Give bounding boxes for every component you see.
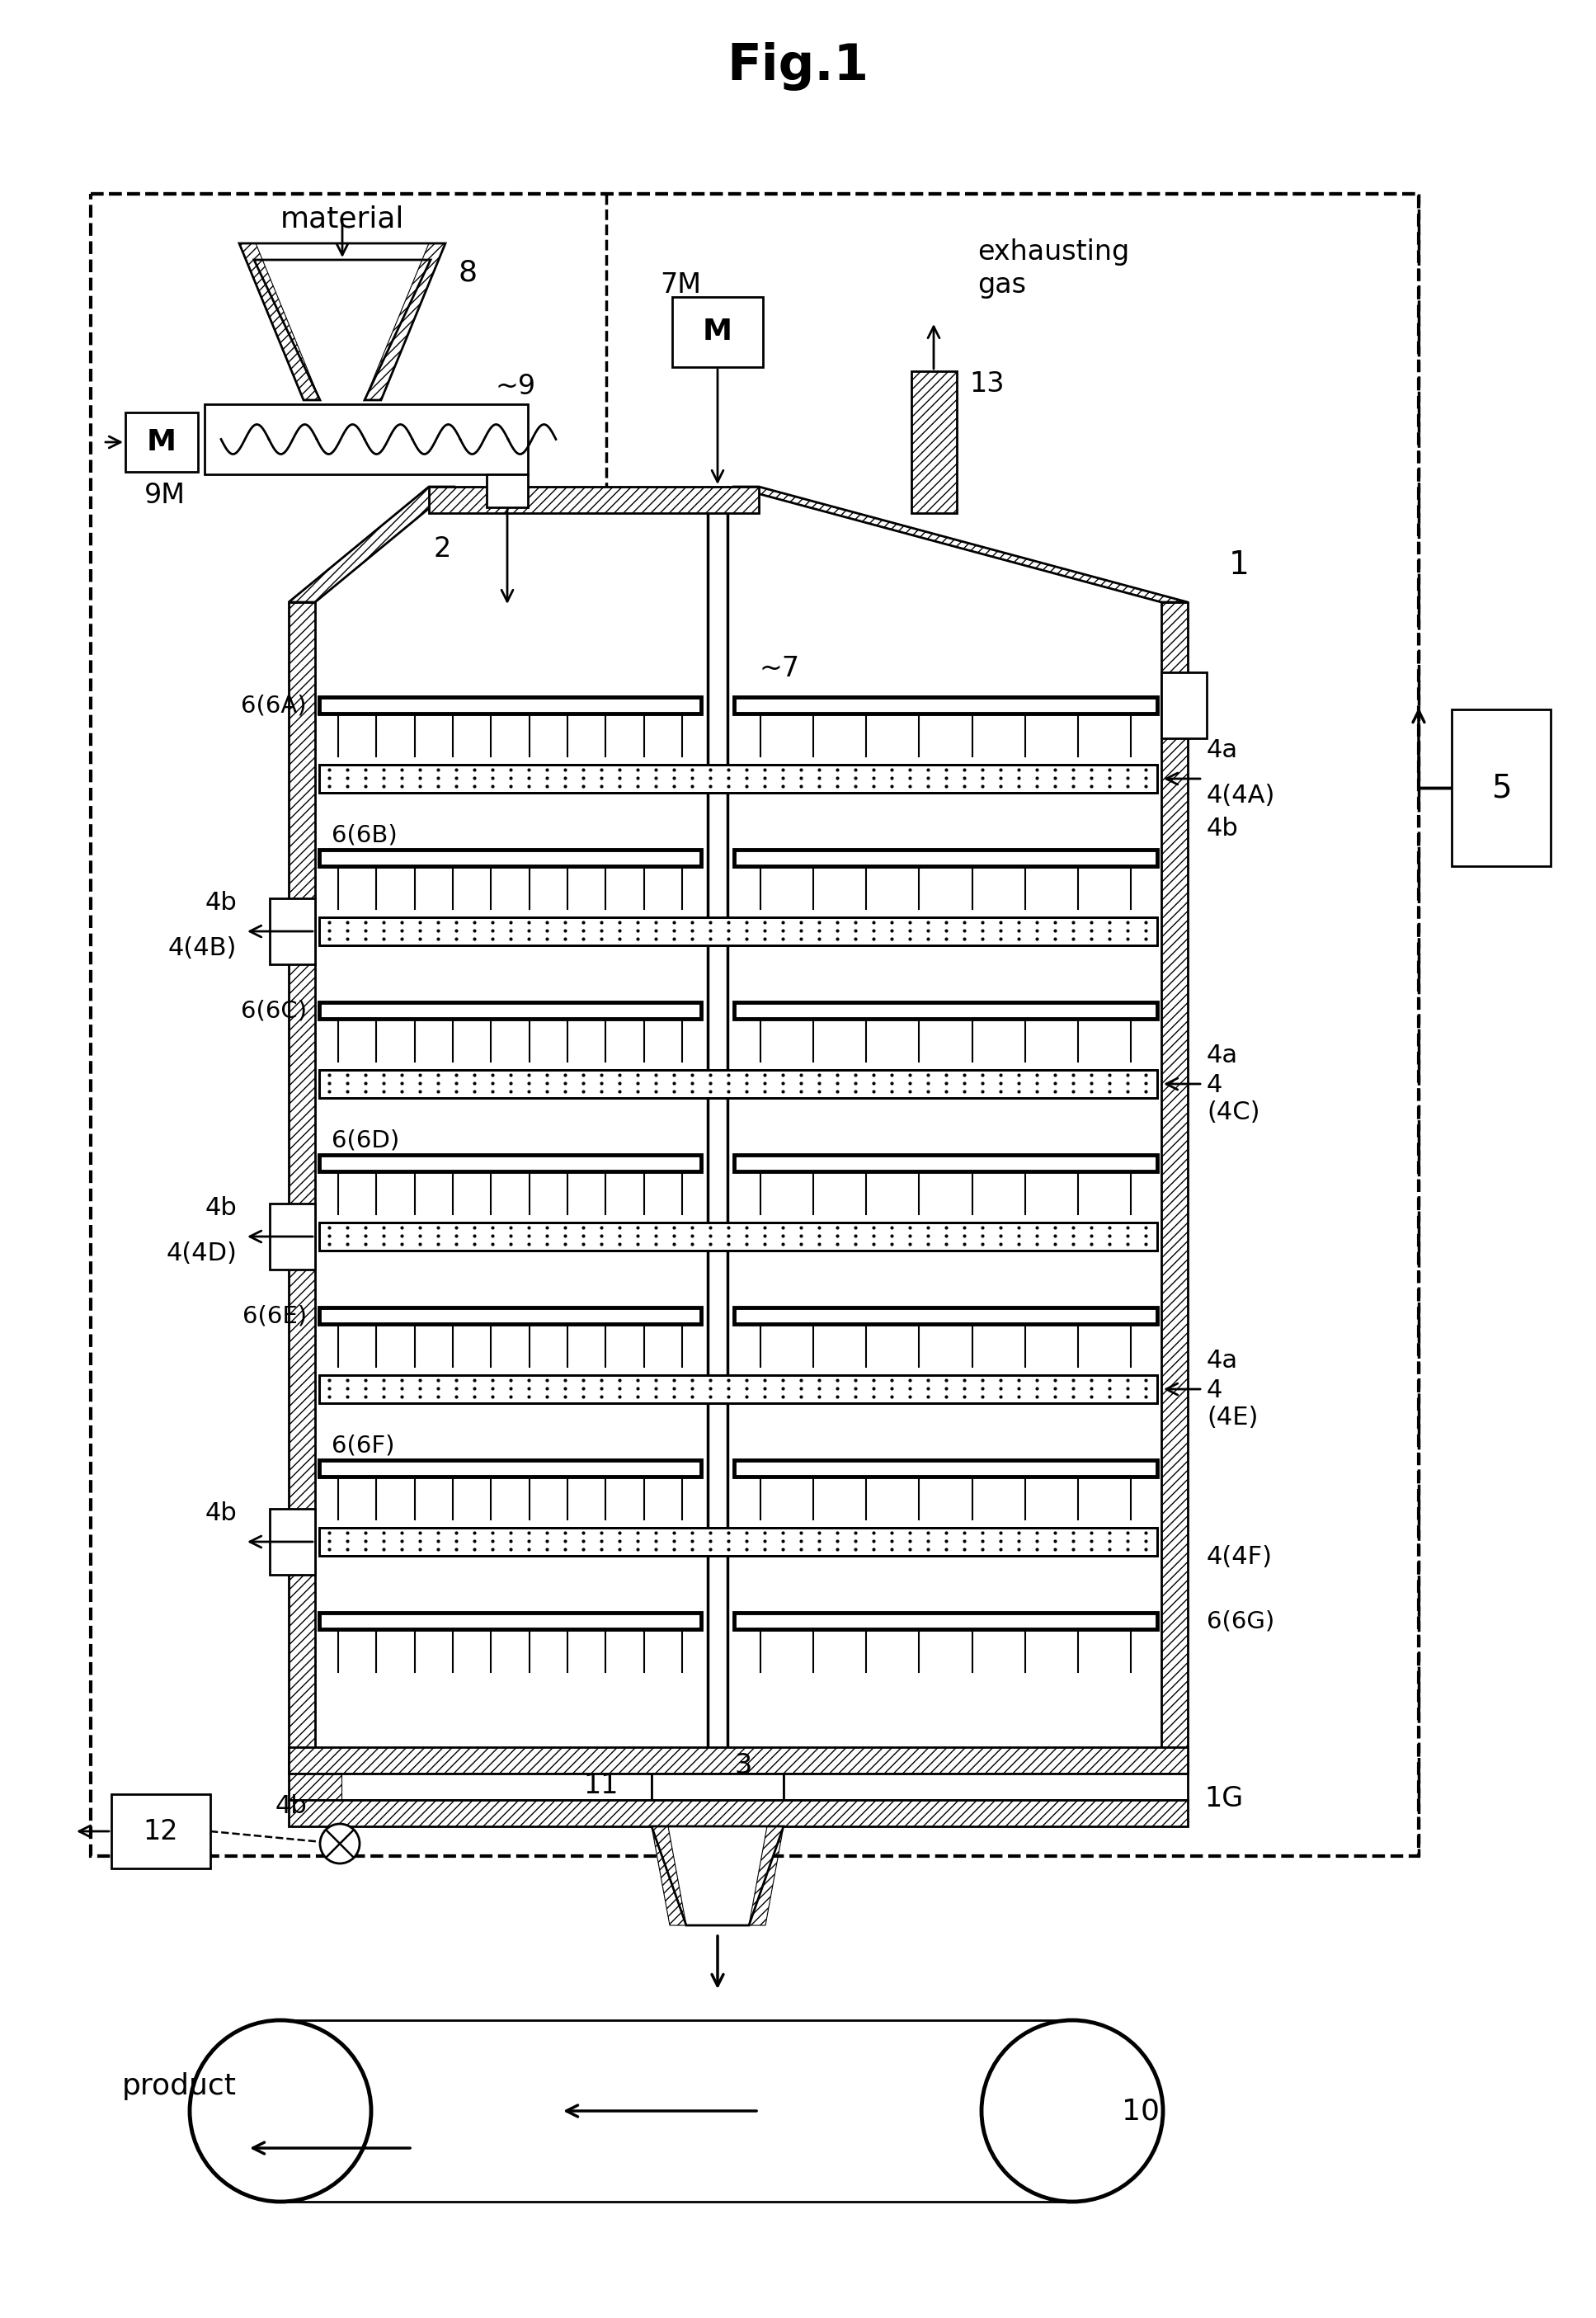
Circle shape [321,1824,359,1864]
Text: 4b: 4b [204,890,236,913]
Text: material: material [281,204,404,232]
Polygon shape [911,371,956,512]
Text: 1: 1 [1229,549,1250,582]
Bar [319,1375,1157,1402]
Polygon shape [289,487,455,603]
Bar [734,1613,1157,1630]
Text: 4a: 4a [1207,1043,1238,1066]
Text: Fig.1: Fig.1 [726,42,868,90]
Bar [784,1773,1187,1801]
Bar [319,698,701,714]
Bar [270,1509,314,1574]
Text: ~9: ~9 [495,373,535,399]
Bar [319,1001,701,1020]
Text: 6(6B): 6(6B) [332,823,397,846]
Bar [319,1222,1157,1252]
Bar [289,1773,651,1801]
Bar [734,1307,1157,1324]
Polygon shape [733,487,1187,603]
Text: 4b: 4b [1207,816,1238,839]
Bar [319,1154,701,1171]
Circle shape [982,2021,1163,2202]
Text: exhausting: exhausting [977,239,1130,264]
Bar [672,297,763,366]
Bar [319,1613,701,1630]
Text: 4b: 4b [275,1794,306,1820]
Bar [1162,672,1207,739]
Bar [319,765,1157,793]
Bar [319,1071,1157,1099]
Text: 7M: 7M [659,271,701,299]
Bar [319,851,701,867]
Text: ~7: ~7 [758,654,800,681]
Text: 2: 2 [433,535,450,563]
Bar [319,1307,701,1324]
Bar [270,899,314,964]
Bar [319,918,1157,946]
Bar [91,195,1419,1857]
Bar [734,1460,1157,1477]
Text: 5: 5 [1491,772,1511,804]
Text: 6(6C): 6(6C) [241,999,306,1022]
Text: M: M [702,318,733,345]
Bar [319,1071,1157,1099]
Bar [319,1528,1157,1555]
Text: 10: 10 [1122,2098,1160,2126]
Text: 8: 8 [458,257,477,285]
Text: 1G: 1G [1205,1785,1243,1813]
Text: 13: 13 [969,371,1004,396]
Bar [319,918,1157,946]
Text: 4
(4E): 4 (4E) [1207,1379,1258,1430]
Bar [204,403,528,475]
Bar [734,851,1157,867]
Text: 6(6E): 6(6E) [243,1305,306,1328]
Text: 4a: 4a [1207,737,1238,763]
Text: 4b: 4b [204,1196,236,1219]
Polygon shape [239,243,445,401]
Text: 9M: 9M [144,482,185,508]
Bar [1452,709,1551,867]
Bar [319,1375,1157,1402]
Text: 4(4B): 4(4B) [168,936,236,960]
Text: 6(6F): 6(6F) [332,1435,394,1456]
Polygon shape [289,1801,1187,1827]
Bar [319,1222,1157,1252]
Text: 6(6D): 6(6D) [332,1129,399,1152]
Text: 4(4F): 4(4F) [1207,1544,1272,1569]
Text: 4b: 4b [204,1502,236,1525]
Bar [487,475,528,508]
Text: 4
(4C): 4 (4C) [1207,1073,1259,1124]
Text: M: M [147,429,177,457]
Text: 6(6G): 6(6G) [1207,1609,1275,1632]
Bar [734,1154,1157,1171]
Text: 3: 3 [734,1752,752,1778]
Bar [651,1773,784,1801]
Polygon shape [429,487,758,512]
Text: product: product [121,2072,236,2100]
Bar [734,698,1157,714]
Bar [319,1460,701,1477]
Circle shape [190,2021,372,2202]
Text: 6(6A): 6(6A) [241,693,306,716]
Text: 4a: 4a [1207,1349,1238,1372]
Text: 11: 11 [584,1773,619,1799]
Bar [112,1794,211,1868]
Bar [319,765,1157,793]
Text: 4(4A): 4(4A) [1207,783,1275,807]
Polygon shape [651,1827,784,1926]
Bar [270,1203,314,1270]
Polygon shape [289,603,314,1773]
Text: 4(4D): 4(4D) [166,1240,236,1266]
Bar [319,1528,1157,1555]
Bar [734,1001,1157,1020]
Polygon shape [289,1748,1187,1773]
Text: 12: 12 [144,1817,179,1845]
Bar [126,413,198,473]
Text: gas: gas [977,271,1026,299]
Polygon shape [1162,603,1187,1773]
